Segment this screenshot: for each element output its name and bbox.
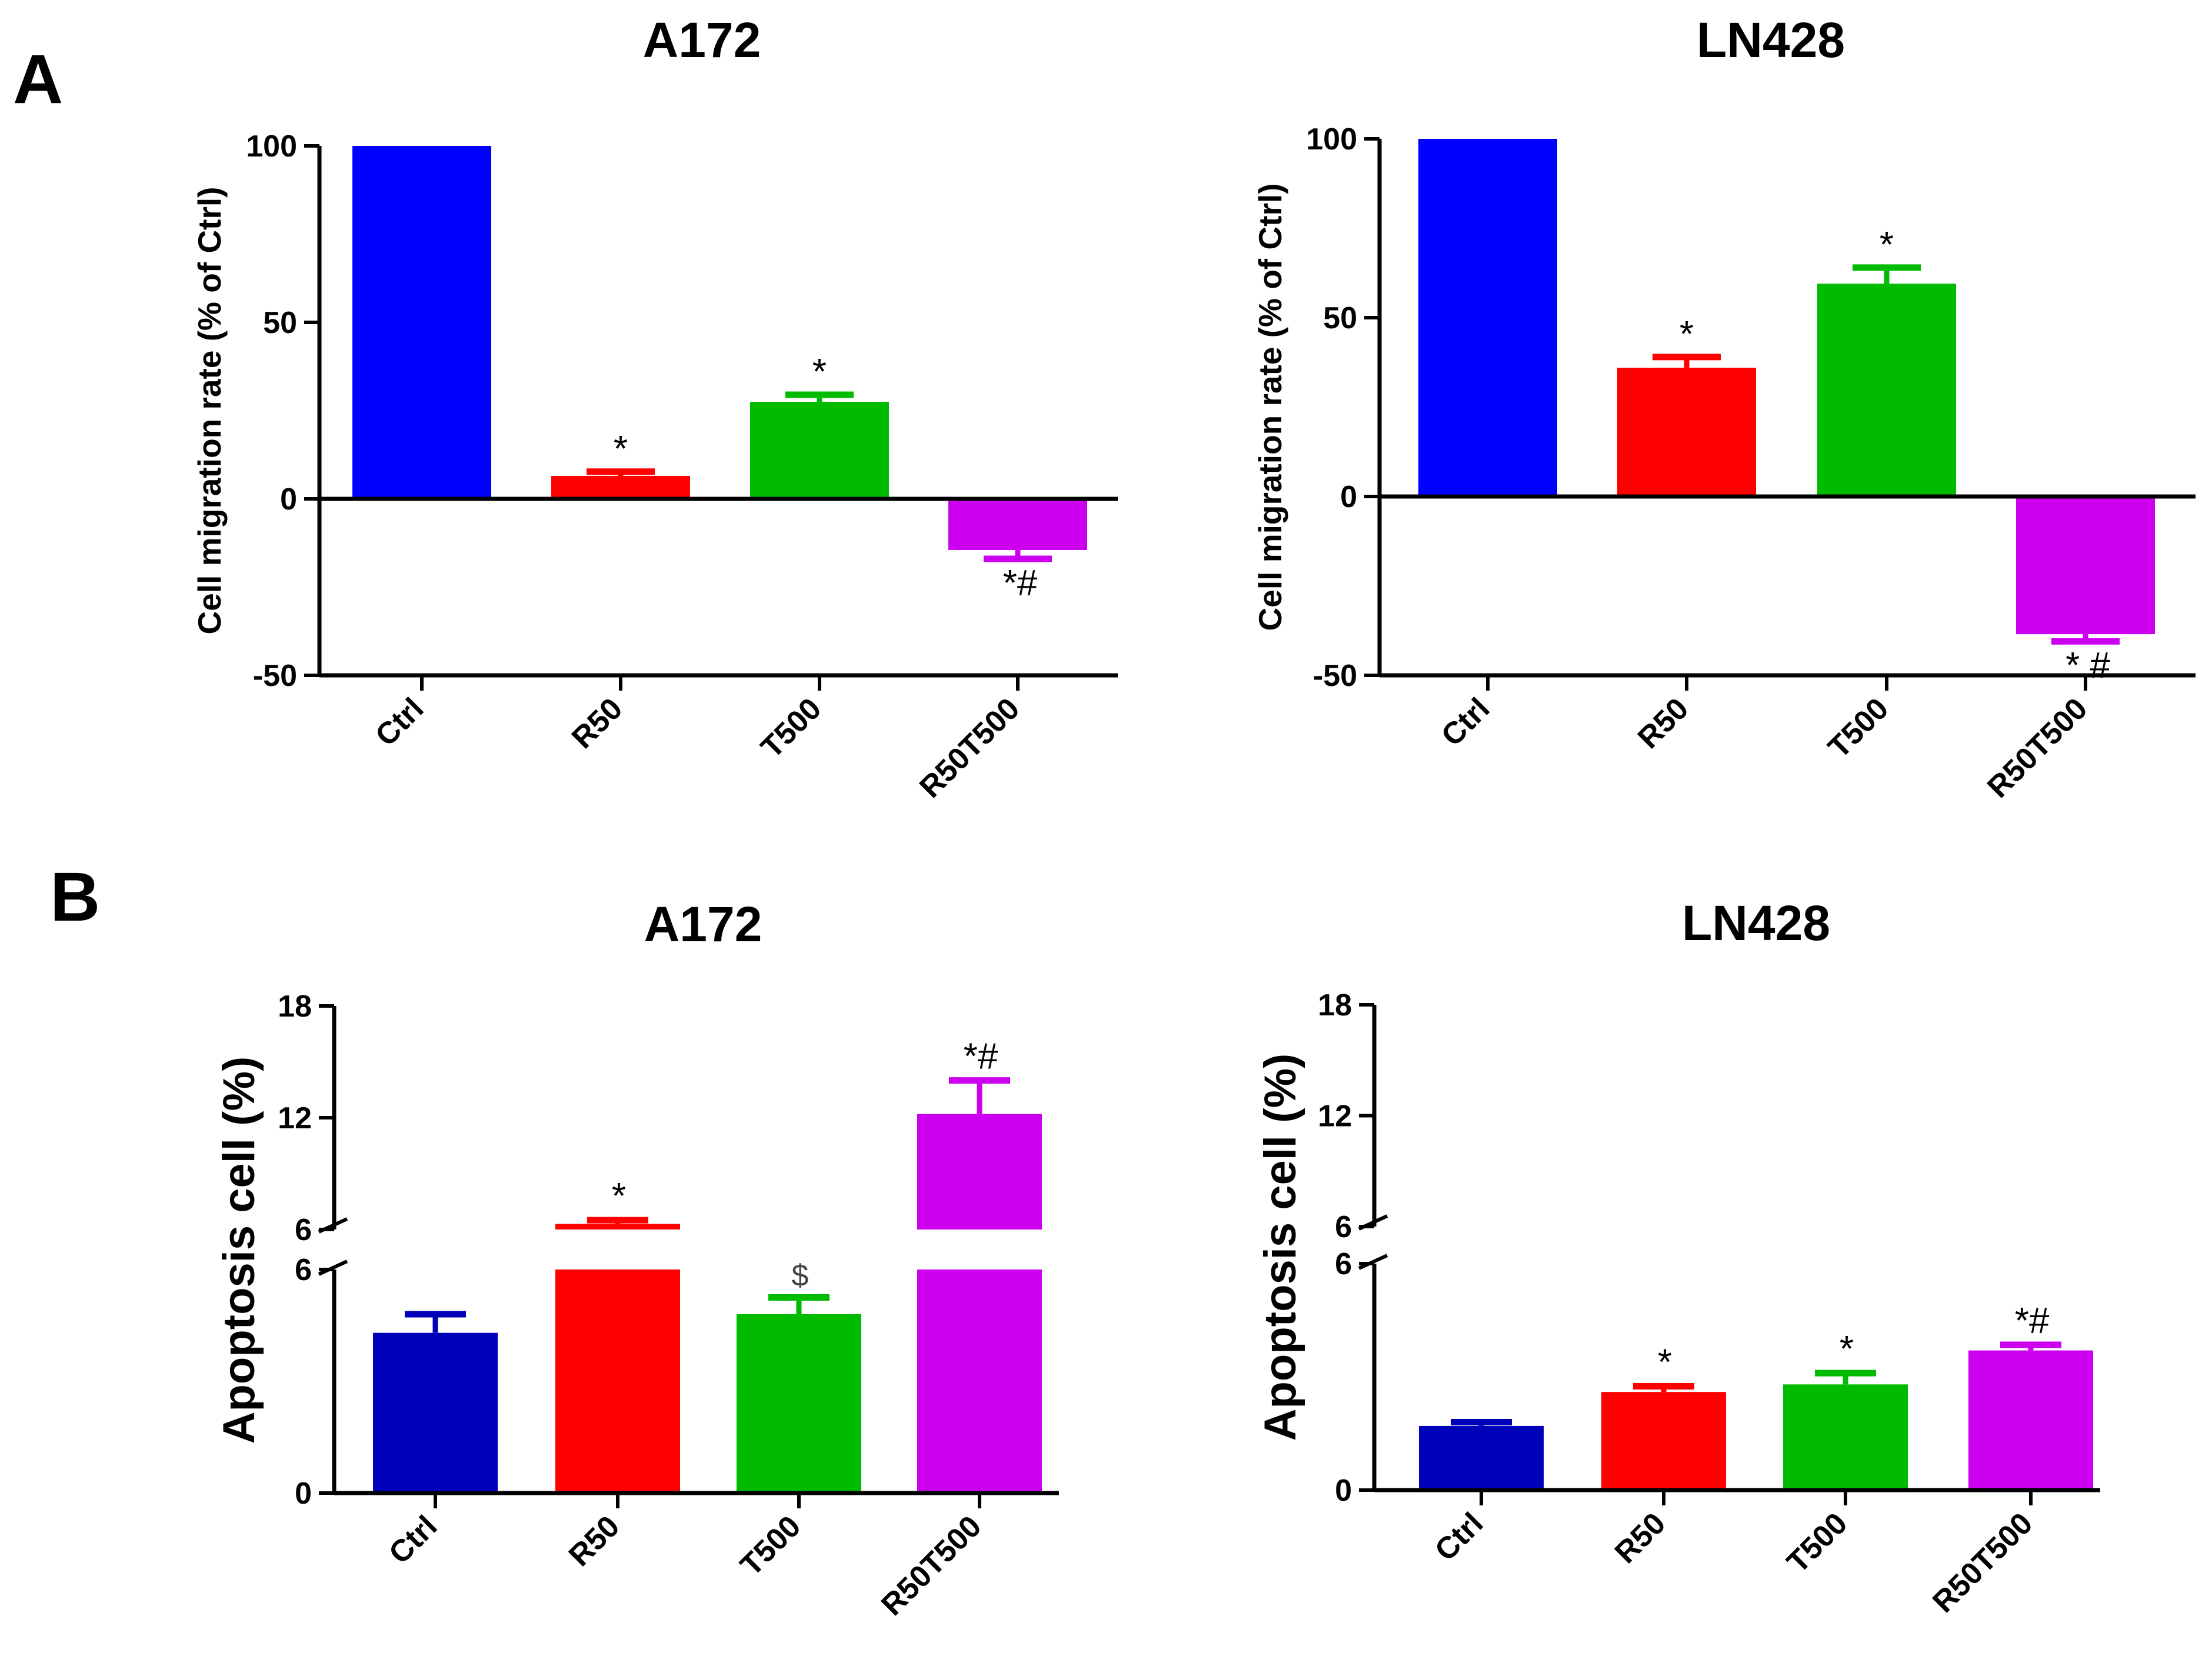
bar-r50 (555, 1270, 680, 1493)
category-label: Ctrl (382, 1509, 444, 1570)
y-tick-label: -50 (253, 659, 297, 693)
y-axis-title: Apoptosis cell (%) (214, 1057, 264, 1444)
category-label: Ctrl (1435, 691, 1496, 752)
y-tick-label: 6 (1335, 1247, 1352, 1281)
y-tick-label: 18 (1318, 988, 1352, 1022)
category-label: R50 (562, 1509, 626, 1572)
category-label: R50T500 (1926, 1506, 2039, 1619)
y-tick-label: 100 (1306, 122, 1357, 156)
category-label: R50 (1608, 1506, 1672, 1570)
chart-title: A172 (644, 897, 762, 952)
y-tick-label: 0 (1340, 480, 1357, 514)
significance-mark: *# (964, 1037, 998, 1077)
bar-r50 (1601, 1392, 1726, 1490)
significance-mark: * (612, 1176, 626, 1217)
significance-mark: * (1880, 225, 1894, 265)
bar-r50t500 (917, 1270, 1042, 1493)
category-label: R50 (565, 691, 629, 755)
bar-r50t500 (948, 499, 1087, 550)
category-label: R50T500 (875, 1509, 988, 1622)
y-tick-label: 0 (295, 1477, 312, 1511)
panel-letter-a: A (13, 41, 63, 118)
bar-ctrl (1418, 139, 1557, 497)
significance-mark: $ (792, 1259, 809, 1293)
bar-ctrl (1419, 1425, 1544, 1490)
category-label: Ctrl (369, 691, 430, 752)
y-tick-label: 50 (1323, 301, 1357, 335)
y-tick-label: 50 (263, 306, 297, 340)
chart-ln428-apoptosis: LN428 Apoptosis cell (%) * * *# 6 12 18 0 6 Ctrl R5… (1255, 895, 2100, 1620)
chart-a172-migration: A172 Cell migration rate (% of Ctrl) * * *# -… (191, 12, 1118, 805)
bar-t500 (1783, 1384, 1908, 1490)
chart-title: A172 (643, 12, 761, 68)
bar-t500 (750, 402, 889, 499)
y-tick-label: -50 (1313, 659, 1357, 693)
bar-r50t500 (2016, 497, 2155, 635)
bar-r50t500-upper (917, 1114, 1042, 1229)
y-tick-label: 12 (1318, 1099, 1352, 1134)
chart-ln428-migration: LN428 Cell migration rate (% of Ctrl) * * * … (1252, 12, 2196, 805)
y-tick-label: 100 (246, 129, 297, 164)
bar-r50 (1617, 368, 1756, 497)
bar-ctrl (373, 1332, 498, 1493)
significance-mark: *# (2015, 1301, 2050, 1341)
bar-t500 (737, 1314, 861, 1493)
category-label: T500 (1822, 691, 1895, 765)
y-axis-title: Apoptosis cell (%) (1255, 1054, 1305, 1441)
significance-mark: * (614, 429, 628, 469)
significance-mark: * (812, 352, 827, 392)
y-tick-label: 18 (278, 989, 312, 1024)
category-label: T500 (1781, 1506, 1854, 1580)
chart-title: LN428 (1682, 895, 1830, 951)
bar-ctrl (352, 146, 491, 499)
category-label: Ctrl (1428, 1506, 1490, 1567)
y-tick-label: 0 (1335, 1474, 1352, 1508)
significance-mark: * (1658, 1342, 1672, 1383)
chart-a172-apoptosis: A172 Apoptosis cell (%) * $ *# 6 12 18 0 6 Ctrl R50… (214, 897, 1059, 1622)
chart-title: LN428 (1697, 12, 1845, 68)
significance-mark: * (1680, 314, 1694, 355)
panel-letter-b: B (50, 858, 100, 936)
y-tick-label: 0 (280, 482, 297, 517)
significance-mark: *# (1003, 563, 1038, 604)
category-label: R50 (1631, 691, 1695, 755)
bar-r50t500 (1968, 1350, 2093, 1490)
bar-t500 (1817, 284, 1956, 497)
bar-r50 (551, 476, 690, 499)
category-label: R50T500 (913, 691, 1026, 804)
y-tick-label: 12 (278, 1101, 312, 1135)
bar-r50-upper (555, 1224, 680, 1229)
significance-mark: * (1840, 1329, 1854, 1370)
y-tick-label: 6 (1335, 1210, 1352, 1244)
y-tick-label: 6 (295, 1253, 312, 1287)
category-label: R50T500 (1981, 691, 2094, 804)
y-axis-title: Cell migration rate (% of Ctrl) (1252, 184, 1288, 631)
y-axis-title: Cell migration rate (% of Ctrl) (191, 187, 228, 635)
category-label: T500 (755, 691, 828, 765)
significance-mark: * # (2066, 645, 2110, 686)
category-label: T500 (734, 1509, 808, 1582)
y-tick-label: 6 (295, 1213, 312, 1247)
